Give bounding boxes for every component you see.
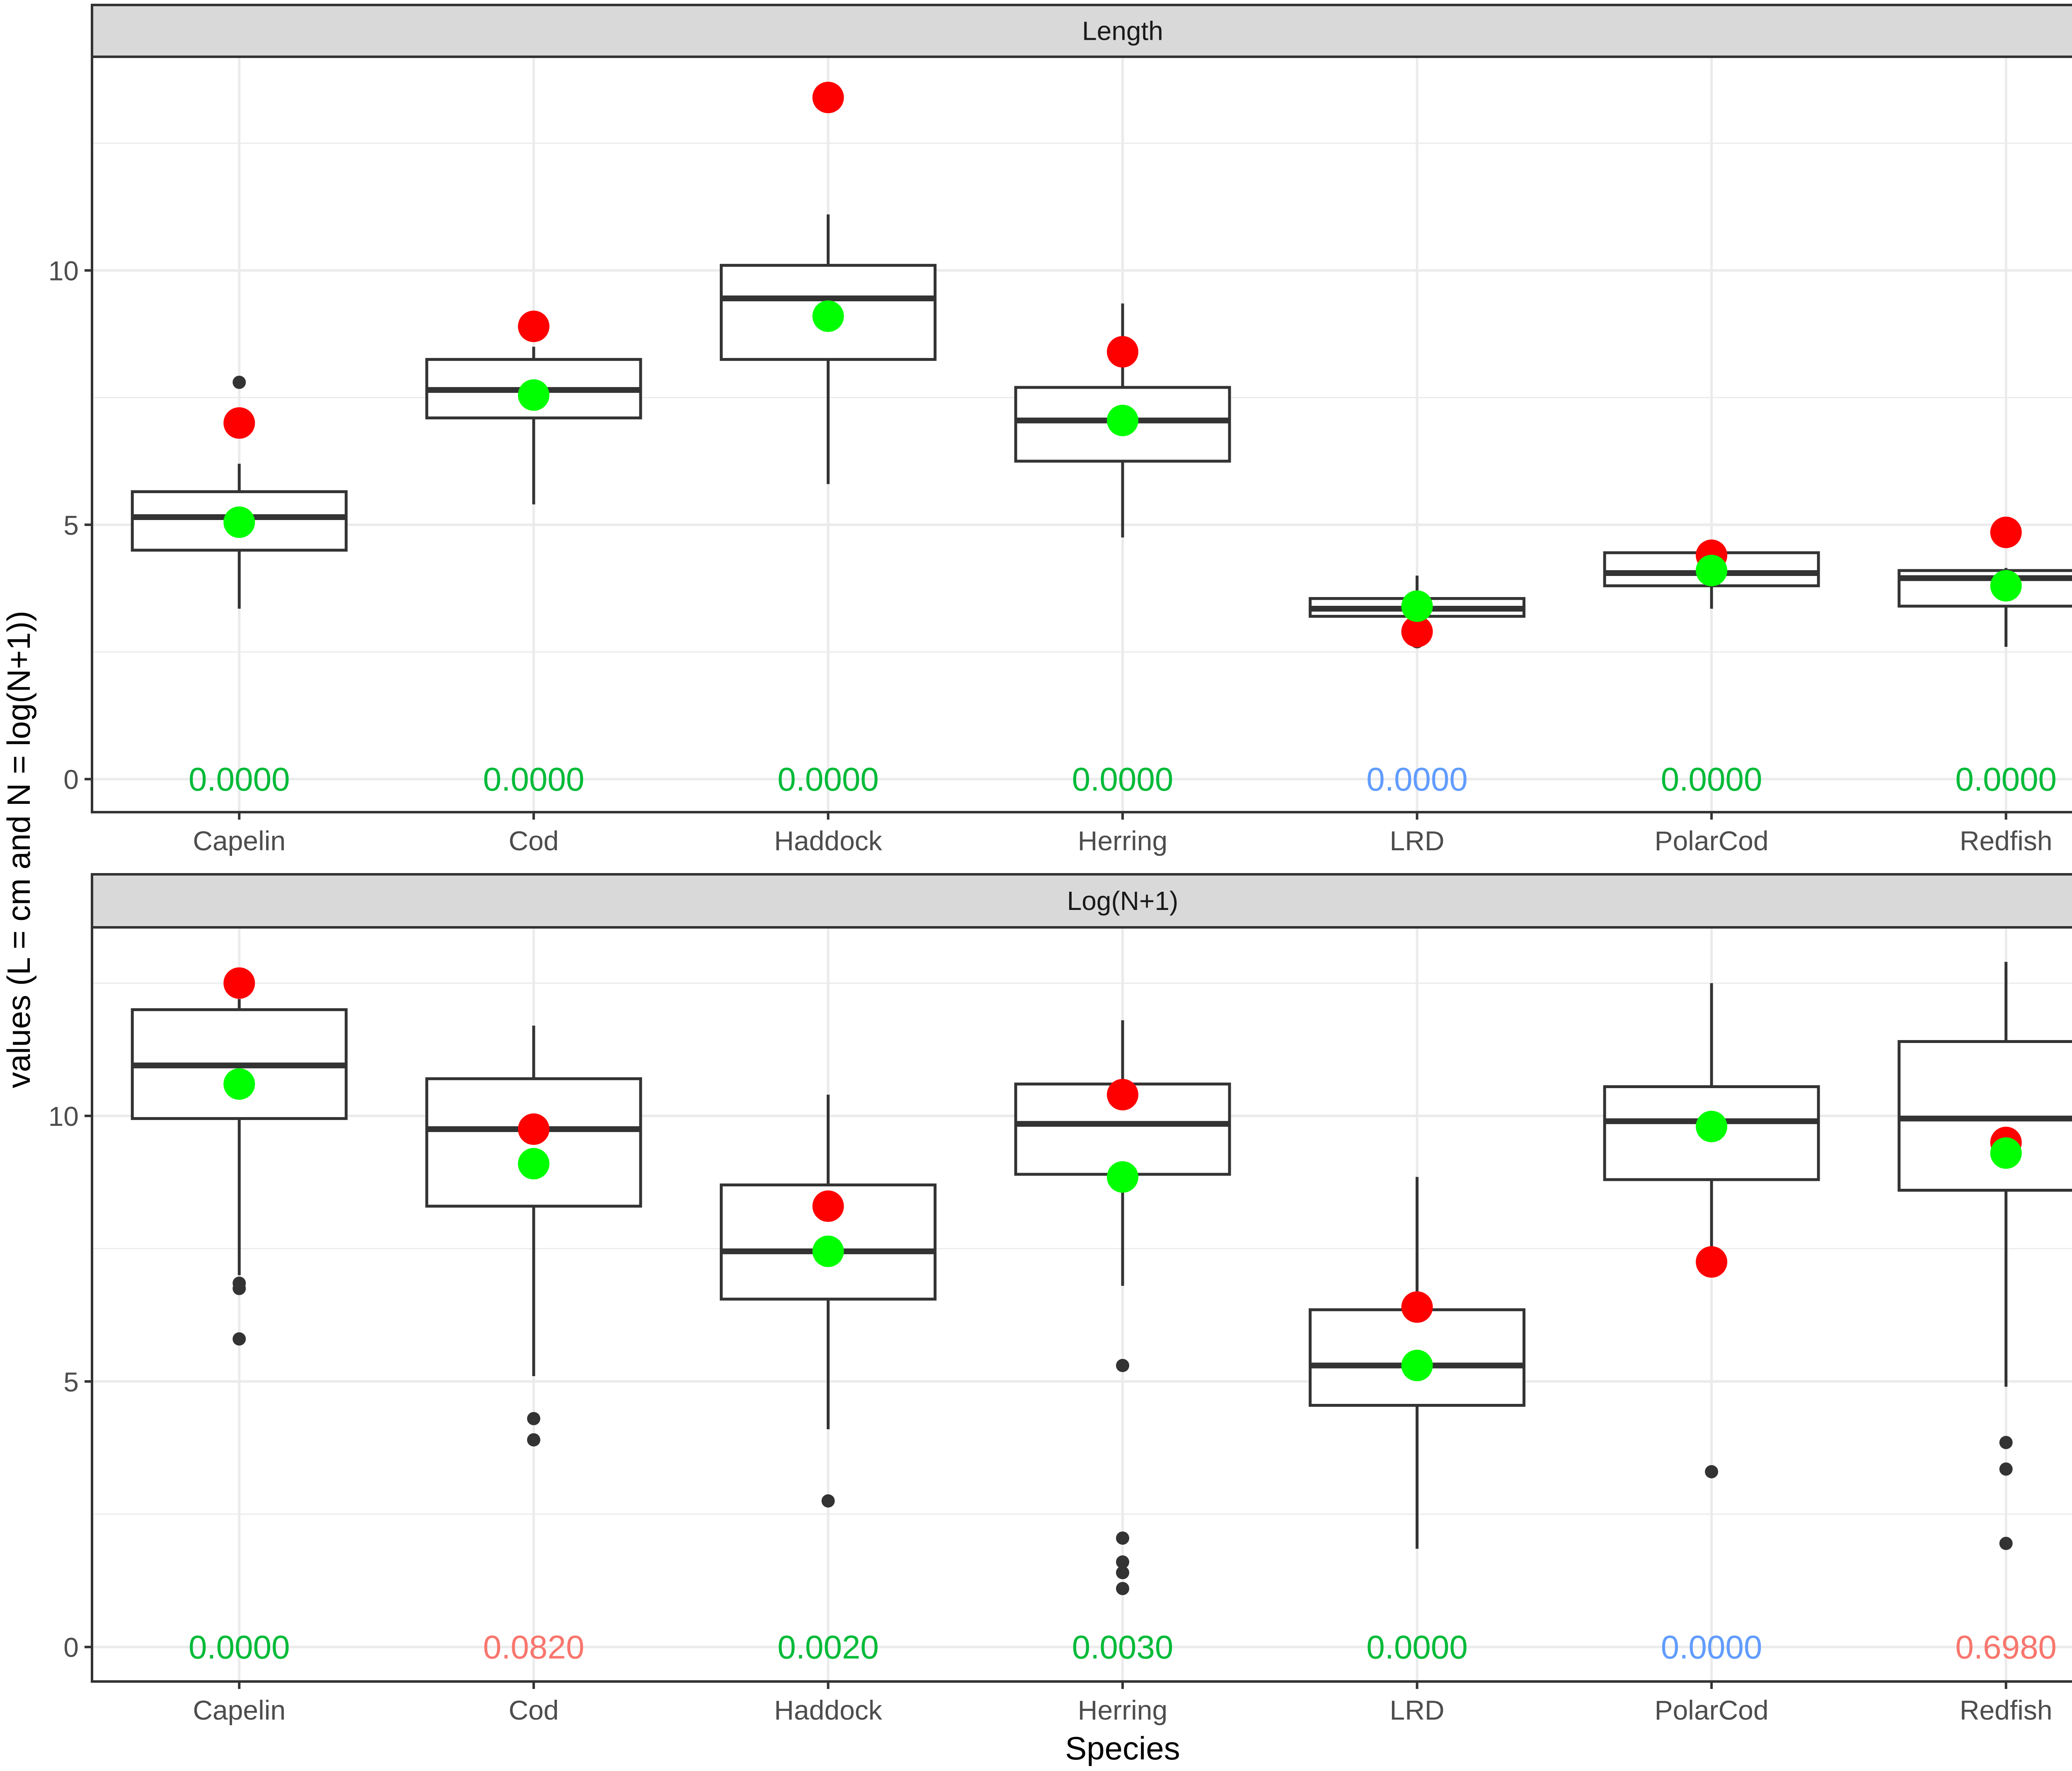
pvalue-label: 0.0020 [777, 1629, 879, 1666]
red-point [518, 1113, 549, 1145]
pvalue-label: 0.0820 [483, 1629, 585, 1666]
panel-background [92, 927, 2072, 1681]
outlier-point [1116, 1531, 1129, 1545]
green-point [1990, 1137, 2022, 1169]
red-point [1401, 1291, 1433, 1323]
red-point [518, 310, 549, 342]
x-tick-label: Capelin [193, 825, 286, 856]
outlier-point [527, 1433, 540, 1447]
green-point [223, 1068, 255, 1100]
y-axis-title: values (L = cm and N = log(N+1)) [0, 611, 37, 1088]
green-point [223, 506, 255, 538]
outlier-point [821, 1494, 835, 1508]
pvalue-label: 0.0000 [1072, 761, 1174, 798]
x-tick-label: Redfish [1960, 825, 2053, 856]
x-tick-label: Capelin [193, 1695, 286, 1725]
green-point [1696, 554, 1728, 586]
green-point [518, 379, 549, 411]
red-point [812, 82, 844, 114]
pvalue-label: 0.0000 [1661, 761, 1762, 798]
red-point [223, 967, 255, 999]
x-tick-label: Herring [1078, 1695, 1167, 1725]
x-tick-label: Cod [508, 825, 559, 856]
x-axis-title: Species [1065, 1730, 1180, 1766]
green-point [812, 300, 844, 332]
pvalue-label: 0.0000 [1366, 1629, 1468, 1666]
outlier-point [1999, 1536, 2013, 1550]
green-point [1696, 1111, 1728, 1142]
outlier-point [527, 1412, 540, 1425]
x-tick-label: Redfish [1960, 1695, 2053, 1725]
x-tick-label: LRD [1390, 1695, 1445, 1725]
green-point [1401, 590, 1433, 622]
red-point [1401, 616, 1433, 648]
y-tick-label: 0 [63, 764, 79, 795]
green-point [1990, 570, 2022, 602]
green-point [1401, 1350, 1433, 1381]
pvalue-label: 0.0000 [1955, 761, 2057, 798]
pvalue-label: 0.0000 [189, 1629, 290, 1666]
facet-strip [91, 4, 2072, 58]
red-point [1107, 336, 1138, 368]
red-point [812, 1190, 844, 1222]
box-Haddock [719, 264, 937, 361]
outlier-point [1116, 1566, 1129, 1580]
x-tick-label: Cod [508, 1695, 559, 1725]
outlier-point [1116, 1359, 1129, 1372]
x-tick-label: PolarCod [1655, 1695, 1769, 1725]
red-point [223, 407, 255, 439]
green-point [1107, 1161, 1138, 1193]
green-point [518, 1148, 549, 1180]
red-point [1990, 516, 2022, 548]
x-tick-label: LRD [1390, 825, 1445, 856]
green-point [812, 1235, 844, 1267]
x-tick-label: PolarCod [1655, 825, 1769, 856]
y-tick-label: 5 [63, 510, 79, 540]
outlier-point [232, 1282, 246, 1295]
outlier-point [1116, 1582, 1129, 1595]
facet-strip-label: Length [1082, 16, 1163, 46]
x-tick-label: Haddock [774, 1695, 882, 1725]
y-tick-label: 10 [48, 256, 79, 286]
outlier-point [1705, 1465, 1719, 1478]
pvalue-label: 0.0000 [483, 761, 585, 798]
green-point [1107, 404, 1138, 436]
outlier-point [1116, 1555, 1129, 1569]
pvalue-label: 0.6980 [1955, 1629, 2057, 1666]
pvalue-label: 0.0000 [1661, 1629, 1762, 1666]
outlier-point [1999, 1436, 2013, 1449]
x-tick-label: Herring [1078, 825, 1167, 856]
red-point [1696, 1246, 1728, 1278]
y-tick-label: 0 [63, 1632, 79, 1663]
y-tick-label: 10 [48, 1101, 79, 1132]
y-tick-label: 5 [63, 1367, 79, 1397]
pvalue-label: 0.0000 [777, 761, 879, 798]
x-tick-label: Haddock [774, 825, 882, 856]
pvalue-label: 0.0030 [1072, 1629, 1174, 1666]
box-LRD [1309, 1308, 1526, 1407]
facet-strip [91, 873, 2072, 929]
facet-strip-label: Log(N+1) [1067, 886, 1179, 916]
outlier-point [1999, 1462, 2013, 1476]
outlier-point [232, 1332, 246, 1346]
outlier-point [232, 375, 246, 389]
pvalue-label: 0.0000 [1366, 761, 1468, 798]
red-point [1107, 1079, 1138, 1111]
pvalue-label: 0.0000 [189, 761, 290, 798]
